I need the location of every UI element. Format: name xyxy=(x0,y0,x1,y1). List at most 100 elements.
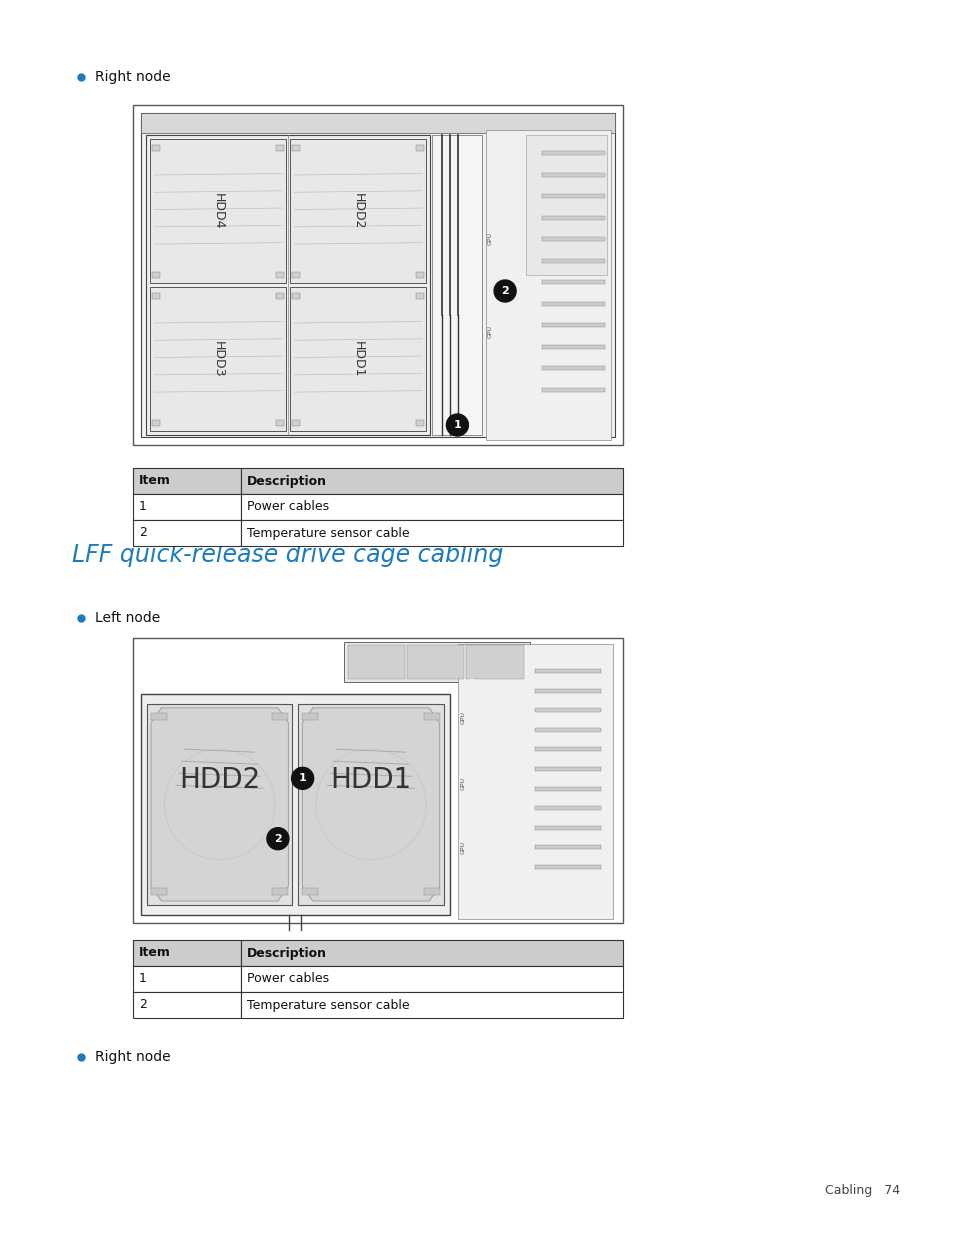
Text: Temperature sensor cable: Temperature sensor cable xyxy=(247,526,409,540)
Bar xyxy=(407,645,464,679)
Text: Right node: Right node xyxy=(95,70,171,84)
Bar xyxy=(240,494,622,520)
Bar xyxy=(542,324,604,327)
Bar xyxy=(542,345,604,348)
Bar xyxy=(151,713,167,720)
Circle shape xyxy=(267,827,289,850)
Text: 2: 2 xyxy=(139,999,147,1011)
Text: Cabling   74: Cabling 74 xyxy=(824,1184,899,1197)
Bar xyxy=(276,420,284,426)
Text: 1: 1 xyxy=(298,773,306,783)
Text: 2: 2 xyxy=(500,287,509,296)
Circle shape xyxy=(467,760,476,767)
Bar xyxy=(150,287,286,431)
Polygon shape xyxy=(302,708,439,902)
Bar xyxy=(276,293,284,299)
Bar xyxy=(152,272,160,278)
Bar xyxy=(486,130,610,440)
Text: GPU: GPU xyxy=(459,841,465,855)
Bar xyxy=(292,272,300,278)
Bar xyxy=(542,237,604,241)
Circle shape xyxy=(494,296,502,305)
Bar xyxy=(132,105,622,445)
Bar xyxy=(466,645,523,679)
Bar xyxy=(525,135,606,274)
Bar xyxy=(132,992,240,1018)
Bar xyxy=(240,992,622,1018)
Bar xyxy=(542,367,604,370)
Bar xyxy=(542,151,604,156)
Circle shape xyxy=(467,679,476,687)
Text: Description: Description xyxy=(247,474,327,488)
Bar xyxy=(302,713,318,720)
Text: 1: 1 xyxy=(453,420,461,430)
Bar xyxy=(240,940,622,966)
Bar xyxy=(432,135,482,435)
Bar xyxy=(535,864,600,869)
Bar xyxy=(272,713,288,720)
Bar xyxy=(542,173,604,177)
Circle shape xyxy=(446,414,468,436)
Text: Left node: Left node xyxy=(95,611,160,625)
Bar xyxy=(535,669,600,673)
Text: Power cables: Power cables xyxy=(247,500,329,514)
Text: 2: 2 xyxy=(274,834,281,844)
Bar xyxy=(542,216,604,220)
Bar xyxy=(423,713,439,720)
Text: 2: 2 xyxy=(139,526,147,540)
Bar xyxy=(276,272,284,278)
Bar xyxy=(302,888,318,895)
Bar xyxy=(146,135,430,435)
Bar xyxy=(343,642,529,682)
Bar xyxy=(298,704,443,905)
Bar xyxy=(132,966,240,992)
Text: HDD1: HDD1 xyxy=(352,341,364,377)
Text: HDD1: HDD1 xyxy=(330,767,411,794)
Text: Power cables: Power cables xyxy=(247,972,329,986)
Text: LFF quick-release drive cage cabling: LFF quick-release drive cage cabling xyxy=(71,543,503,567)
Bar xyxy=(535,689,600,693)
Bar xyxy=(147,704,292,905)
Text: 1: 1 xyxy=(139,972,147,986)
Bar xyxy=(542,194,604,198)
Bar xyxy=(542,301,604,306)
Text: Temperature sensor cable: Temperature sensor cable xyxy=(247,999,409,1011)
Bar xyxy=(542,258,604,263)
Bar xyxy=(416,144,424,151)
Polygon shape xyxy=(151,708,288,902)
Text: Item: Item xyxy=(139,474,171,488)
Bar xyxy=(416,272,424,278)
Bar xyxy=(276,144,284,151)
Bar xyxy=(423,888,439,895)
Bar xyxy=(272,888,288,895)
Bar xyxy=(535,845,600,850)
Text: HDD2: HDD2 xyxy=(352,193,364,230)
Text: Right node: Right node xyxy=(95,1050,171,1065)
Bar xyxy=(535,806,600,810)
Bar xyxy=(132,940,240,966)
Bar xyxy=(535,826,600,830)
Bar xyxy=(150,140,286,283)
Bar xyxy=(132,638,622,923)
Text: GPU: GPU xyxy=(459,711,465,725)
Text: 1: 1 xyxy=(139,500,147,514)
Bar xyxy=(292,420,300,426)
Text: Description: Description xyxy=(247,946,327,960)
Text: GPU: GPU xyxy=(459,777,465,789)
Text: HDD3: HDD3 xyxy=(212,341,224,377)
Bar xyxy=(141,694,449,915)
Bar xyxy=(542,388,604,391)
Bar xyxy=(535,767,600,771)
Bar xyxy=(290,287,426,431)
Bar xyxy=(151,888,167,895)
Bar xyxy=(535,708,600,713)
Bar xyxy=(240,468,622,494)
Bar xyxy=(132,520,240,546)
Text: Item: Item xyxy=(139,946,171,960)
Bar xyxy=(292,293,300,299)
Text: GPU: GPU xyxy=(487,325,493,338)
Bar xyxy=(416,420,424,426)
Bar xyxy=(535,747,600,751)
Bar xyxy=(132,468,240,494)
Circle shape xyxy=(494,280,516,303)
